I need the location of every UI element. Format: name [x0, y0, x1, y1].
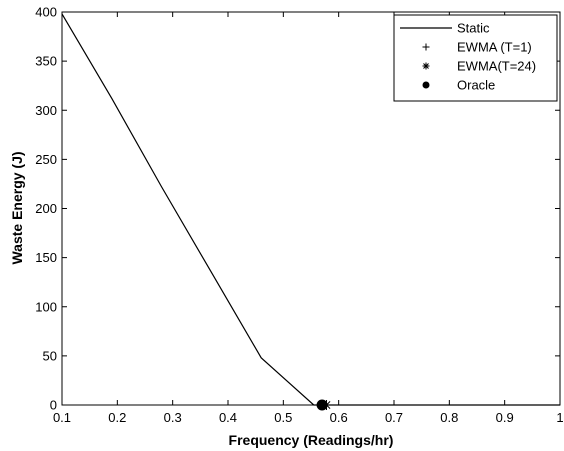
y-tick-label: 350 [35, 54, 57, 69]
legend-label-static: Static [457, 21, 490, 36]
x-tick-label: 0.1 [53, 410, 71, 425]
y-tick-label: 300 [35, 103, 57, 118]
y-tick-label: 100 [35, 299, 57, 314]
x-axis-label: Frequency (Readings/hr) [229, 432, 394, 448]
y-tick-label: 250 [35, 152, 57, 167]
x-tick-label: 1 [556, 410, 563, 425]
legend-box [393, 14, 558, 102]
x-tick-label: 0.7 [385, 410, 403, 425]
x-tick-label: 0.9 [496, 410, 514, 425]
legend-symbol-ewma-t-1 [422, 43, 430, 51]
y-tick-label: 150 [35, 250, 57, 265]
x-tick-label: 0.5 [274, 410, 292, 425]
x-tick-label: 0.3 [164, 410, 182, 425]
y-tick-label: 0 [50, 398, 57, 413]
x-tick-label: 0.6 [330, 410, 348, 425]
legend-label-ewma-t-24: EWMA(T=24) [457, 59, 536, 74]
x-tick-label: 0.2 [108, 410, 126, 425]
legend-symbol-oracle [422, 81, 430, 89]
data-point-oracle [316, 399, 328, 411]
series-layer [61, 13, 560, 411]
legend-symbol-ewma-t-24 [422, 62, 430, 70]
axis-ticks: 0.1 0.2 0.3 0.4 0.5 0.6 0.7 0.8 0.9 1 0 50 100 150 200… [35, 5, 563, 426]
y-tick-label: 200 [35, 201, 57, 216]
x-tick-label: 0.4 [219, 410, 237, 425]
legend-label-ewma-t-1: EWMA (T=1) [457, 40, 532, 55]
legend: Static EWMA (T=1) EWMA(T=24) Oracle [393, 14, 558, 102]
legend-label-oracle: Oracle [457, 78, 495, 93]
y-tick-label: 50 [43, 348, 57, 363]
y-tick-label: 400 [35, 5, 57, 20]
x-tick-label: 0.8 [440, 410, 458, 425]
y-axis-label: Waste Energy (J) [9, 151, 25, 264]
series-line-static [61, 13, 560, 406]
